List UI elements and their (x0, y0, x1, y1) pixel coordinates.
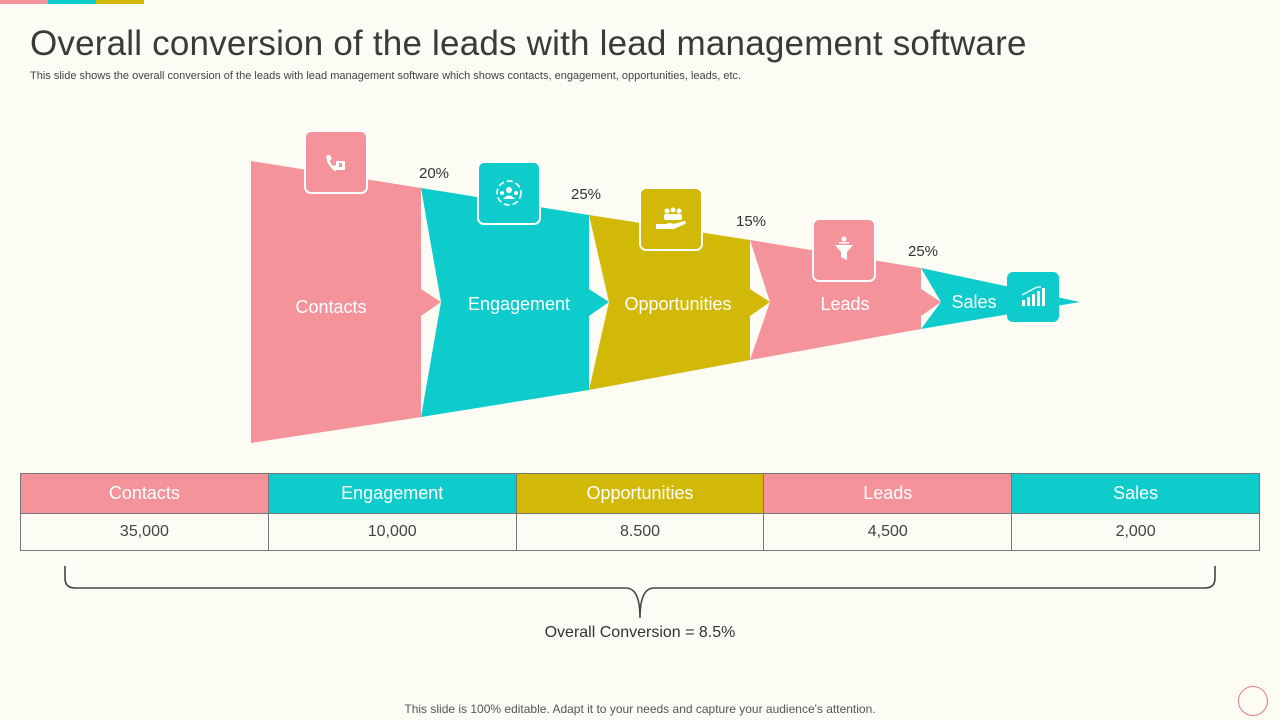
overall-conversion: Overall Conversion = 8.5% (544, 624, 736, 641)
slide-title: Overall conversion of the leads with lea… (30, 24, 1027, 63)
slide-subtitle: This slide shows the overall conversion … (30, 70, 742, 82)
hand-with-people-icon (639, 187, 703, 251)
funnel-label-sales: Sales (951, 292, 996, 312)
funnel-segment-leads (750, 240, 941, 360)
people-network-icon (477, 161, 541, 225)
funnel-segment-opportunities (589, 215, 770, 390)
table-header-engagement: Engagement (267, 473, 517, 514)
funnel-label-leads: Leads (820, 294, 869, 314)
table-cell-leads: 4,500 (763, 513, 1013, 551)
funnel-segment-engagement (421, 188, 609, 417)
table-cell-contacts: 35,000 (20, 513, 269, 551)
table-header-row: Contacts Engagement Opportunities Leads … (20, 473, 1260, 514)
rate-opportunities-to-leads: 15% (736, 213, 766, 230)
table-header-contacts: Contacts (20, 473, 269, 514)
stage-counts-table: Contacts Engagement Opportunities Leads … (20, 473, 1260, 551)
accent-bar-pink (0, 0, 48, 4)
bar-chart-growth-icon (1007, 272, 1059, 322)
accent-bar-mustard (96, 0, 144, 4)
summary-brace (64, 566, 1216, 619)
table-header-opportunities: Opportunities (515, 473, 765, 514)
funnel-label-opportunities: Opportunities (624, 294, 731, 314)
table-row: 35,000 10,000 8.500 4,500 2,000 (20, 513, 1260, 551)
table-header-leads: Leads (763, 473, 1013, 514)
funnel-label-contacts: Contacts (295, 297, 366, 317)
rate-engagement-to-opportunities: 25% (571, 186, 601, 203)
table-cell-sales: 2,000 (1011, 513, 1260, 551)
funnel-icon (812, 218, 876, 282)
funnel-label-engagement: Engagement (468, 294, 570, 314)
phone-handset-icon (304, 130, 368, 194)
conversion-funnel: Contacts Engagement Opportunities Leads … (251, 130, 1080, 443)
table-cell-engagement: 10,000 (267, 513, 517, 551)
corner-circle-decoration (1238, 686, 1268, 716)
accent-bar-teal (48, 0, 96, 4)
funnel-segment-sales (921, 268, 1080, 329)
rate-contacts-to-engagement: 20% (419, 165, 449, 182)
rate-leads-to-sales: 25% (908, 243, 938, 260)
table-header-sales: Sales (1011, 473, 1260, 514)
funnel-segment-contacts (251, 161, 441, 443)
footer-note: This slide is 100% editable. Adapt it to… (404, 702, 876, 716)
table-cell-opportunities: 8.500 (515, 513, 765, 551)
